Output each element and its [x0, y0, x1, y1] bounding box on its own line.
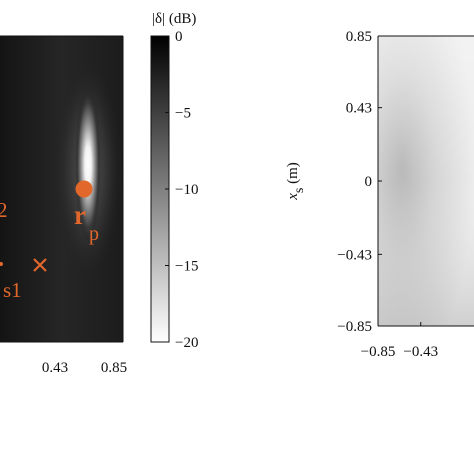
colorbar-label: |δ| (dB) [152, 11, 196, 27]
right-xticks: −0.85 −0.43 [361, 322, 438, 360]
marker-s1-cross [33, 258, 47, 272]
right-yticks: 0.85 0.43 0 −0.43 −0.85 [337, 29, 382, 335]
right-ytick-label: 0.85 [346, 29, 372, 45]
marker-s1-label: s1 [3, 278, 22, 302]
right-ytick-label: 0.43 [346, 101, 372, 117]
right-ytick-label: −0.85 [337, 319, 372, 335]
colorbar-tick-label: −5 [175, 106, 191, 122]
marker-rp-label: r [74, 200, 86, 230]
left-xtick-label: 0.85 [101, 360, 127, 376]
right-y-axis-label: xs (m) [285, 162, 307, 201]
right-xtick-label: −0.43 [403, 344, 438, 360]
left-heatmap [0, 35, 124, 343]
marker-rp-subscript: p [89, 223, 99, 245]
marker-2-dot [0, 262, 3, 266]
right-ytick-label: 0 [365, 174, 373, 190]
marker-rp-dot [75, 180, 93, 198]
colorbar-tick-label: 0 [175, 29, 183, 45]
left-heatmap-hotspot [75, 87, 101, 243]
right-heatmap: 0.85 0.43 0 −0.43 −0.85 −0.85 −0.43 xs (m) [285, 29, 474, 360]
right-xtick-label: −0.85 [361, 344, 396, 360]
right-ytick-label: −0.43 [337, 247, 372, 263]
left-xtick-label: 0.43 [42, 360, 68, 376]
right-heatmap-shading [378, 36, 474, 326]
colorbar-tick-label: −10 [175, 182, 198, 198]
markers: r p s1 2 [0, 180, 99, 302]
colorbar-tick-label: −15 [175, 259, 198, 275]
marker-2-label: 2 [0, 198, 8, 222]
colorbar-ticks: 0 −5 −10 −15 −20 [165, 29, 198, 351]
colorbar-tick-label: −20 [175, 335, 198, 351]
colorbar: 0 −5 −10 −15 −20 |δ| (dB) [150, 11, 198, 351]
